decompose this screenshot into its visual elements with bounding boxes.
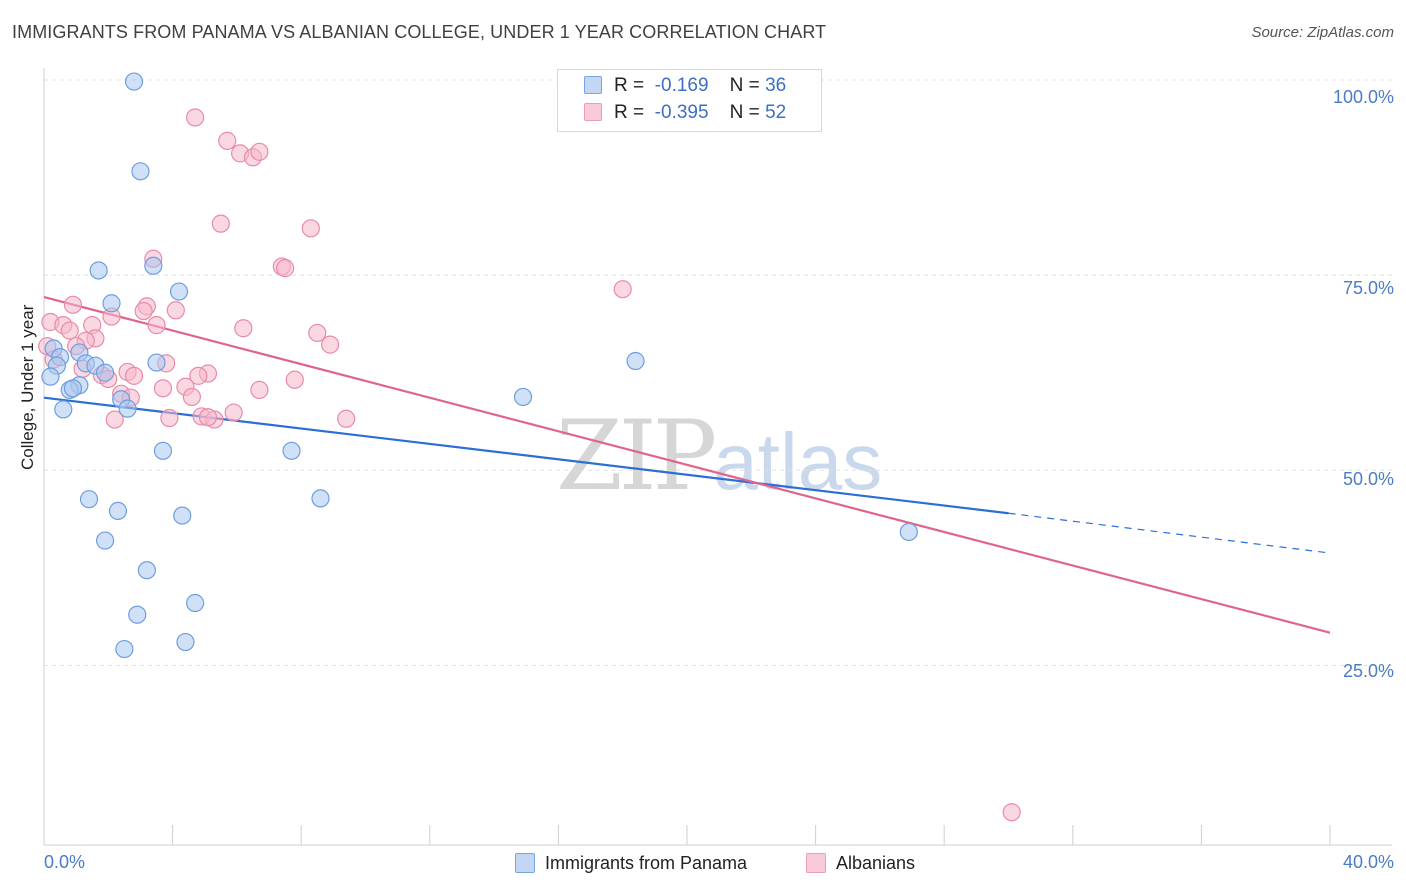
albanians-point	[285, 370, 304, 389]
albanians-point	[301, 219, 320, 238]
panama-point	[282, 441, 301, 460]
legend-n-value: 52	[765, 102, 787, 123]
panama-point	[626, 351, 645, 371]
legend-r-value: -0.395	[654, 102, 709, 123]
panama-point	[124, 72, 144, 91]
panama-point	[137, 561, 156, 580]
panama-point	[169, 282, 189, 301]
bottom-legend-panama: Immigrants from Panama	[515, 853, 747, 874]
y-tick-label-100: 100.0%	[1332, 87, 1394, 107]
albanians-point	[276, 259, 295, 278]
y-axis-label: College, Under 1 year	[18, 304, 37, 470]
panama-point	[41, 367, 60, 386]
legend-r-label: R =	[614, 75, 645, 96]
panama-point	[147, 353, 166, 372]
albanians-point	[250, 142, 269, 161]
panama-point	[144, 256, 163, 275]
albanians-point	[189, 366, 208, 385]
bottom-legend-swatch-pink	[806, 853, 826, 873]
panama-trend-line	[43, 396, 1009, 515]
panama-point	[118, 399, 137, 418]
chart-title: IMMIGRANTS FROM PANAMA VS ALBANIAN COLLE…	[12, 22, 827, 42]
albanians-point	[147, 316, 166, 335]
albanians-point	[134, 301, 153, 321]
bottom-legend-albanians: Albanians	[806, 853, 915, 874]
stats-legend: R = -0.169 N = 36 R = -0.395 N = 52	[557, 69, 822, 132]
panama-trend-line-dashed	[1008, 512, 1331, 554]
points-layer	[38, 72, 1021, 822]
x-tick-label-max: 40.0%	[1342, 852, 1394, 872]
albanians-point	[60, 321, 79, 340]
panama-point	[311, 489, 330, 508]
albanians-point	[186, 108, 205, 127]
albanians-point	[337, 409, 356, 428]
panama-point	[54, 400, 73, 419]
axis-layer	[43, 68, 1392, 846]
albanians-point	[124, 366, 144, 385]
legend-swatch-blue	[584, 76, 602, 94]
albanians-point	[182, 387, 201, 407]
albanians-point	[105, 410, 124, 429]
legend-n-label: N =	[729, 102, 760, 123]
legend-r-value: -0.169	[654, 75, 709, 96]
albanians-point	[234, 319, 253, 338]
albanians-point	[166, 301, 185, 320]
albanians-point	[160, 408, 179, 428]
panama-point	[131, 162, 150, 181]
albanians-point	[224, 403, 243, 422]
bottom-legend-swatch-blue	[515, 853, 535, 873]
panama-point	[176, 632, 195, 652]
panama-point	[899, 522, 918, 542]
albanians-point	[198, 408, 218, 427]
legend-swatch-pink	[584, 103, 602, 121]
grid-layer	[44, 79, 1392, 666]
legend-n-value: 36	[765, 75, 787, 96]
albanians-point	[250, 380, 269, 400]
legend-n-label: N =	[729, 75, 760, 96]
legend-row-albanians: R = -0.395 N = 52	[584, 102, 786, 126]
panama-point	[115, 639, 134, 659]
panama-point	[153, 441, 173, 460]
panama-point	[102, 294, 121, 313]
panama-point	[63, 379, 83, 398]
panama-point	[79, 490, 99, 509]
albanians-point	[321, 335, 340, 354]
bottom-legend-label-albanians: Albanians	[836, 853, 916, 873]
panama-point	[128, 605, 147, 624]
albanians-point	[218, 131, 237, 150]
panama-point	[173, 506, 192, 525]
albanians-point	[211, 214, 230, 233]
y-tick-label-25: 25.0%	[1342, 661, 1394, 681]
albanians-point	[308, 323, 327, 343]
x-tick-label-min: 0.0%	[44, 852, 86, 872]
source-label: Source: ZipAtlas.com	[1251, 24, 1394, 41]
albanians-point	[63, 295, 83, 314]
albanians-point	[153, 379, 173, 398]
albanians-point	[1002, 803, 1021, 822]
albanians-trend-line	[43, 295, 1331, 634]
panama-point	[186, 593, 205, 613]
panama-point	[513, 387, 533, 407]
trend-layer	[43, 295, 1331, 634]
bottom-legend-label-panama: Immigrants from Panama	[545, 853, 748, 873]
legend-row-panama: R = -0.169 N = 36	[584, 75, 786, 99]
albanians-point	[613, 280, 632, 299]
panama-point	[108, 501, 128, 520]
y-tick-label-50: 50.0%	[1342, 469, 1394, 489]
legend-r-label: R =	[614, 102, 645, 123]
panama-point	[95, 363, 115, 382]
y-tick-label-75: 75.0%	[1342, 278, 1394, 298]
panama-point	[95, 531, 115, 550]
panama-point	[89, 261, 108, 280]
